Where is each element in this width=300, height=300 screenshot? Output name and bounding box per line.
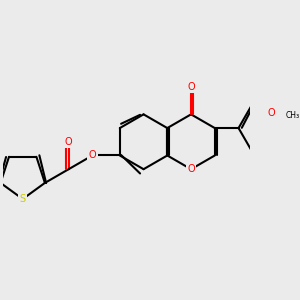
Text: CH₃: CH₃: [285, 111, 299, 120]
Text: O: O: [187, 82, 195, 92]
Text: O: O: [187, 164, 195, 174]
Text: S: S: [20, 194, 26, 204]
Text: O: O: [65, 137, 73, 147]
Text: O: O: [88, 151, 96, 160]
Text: O: O: [268, 107, 275, 118]
